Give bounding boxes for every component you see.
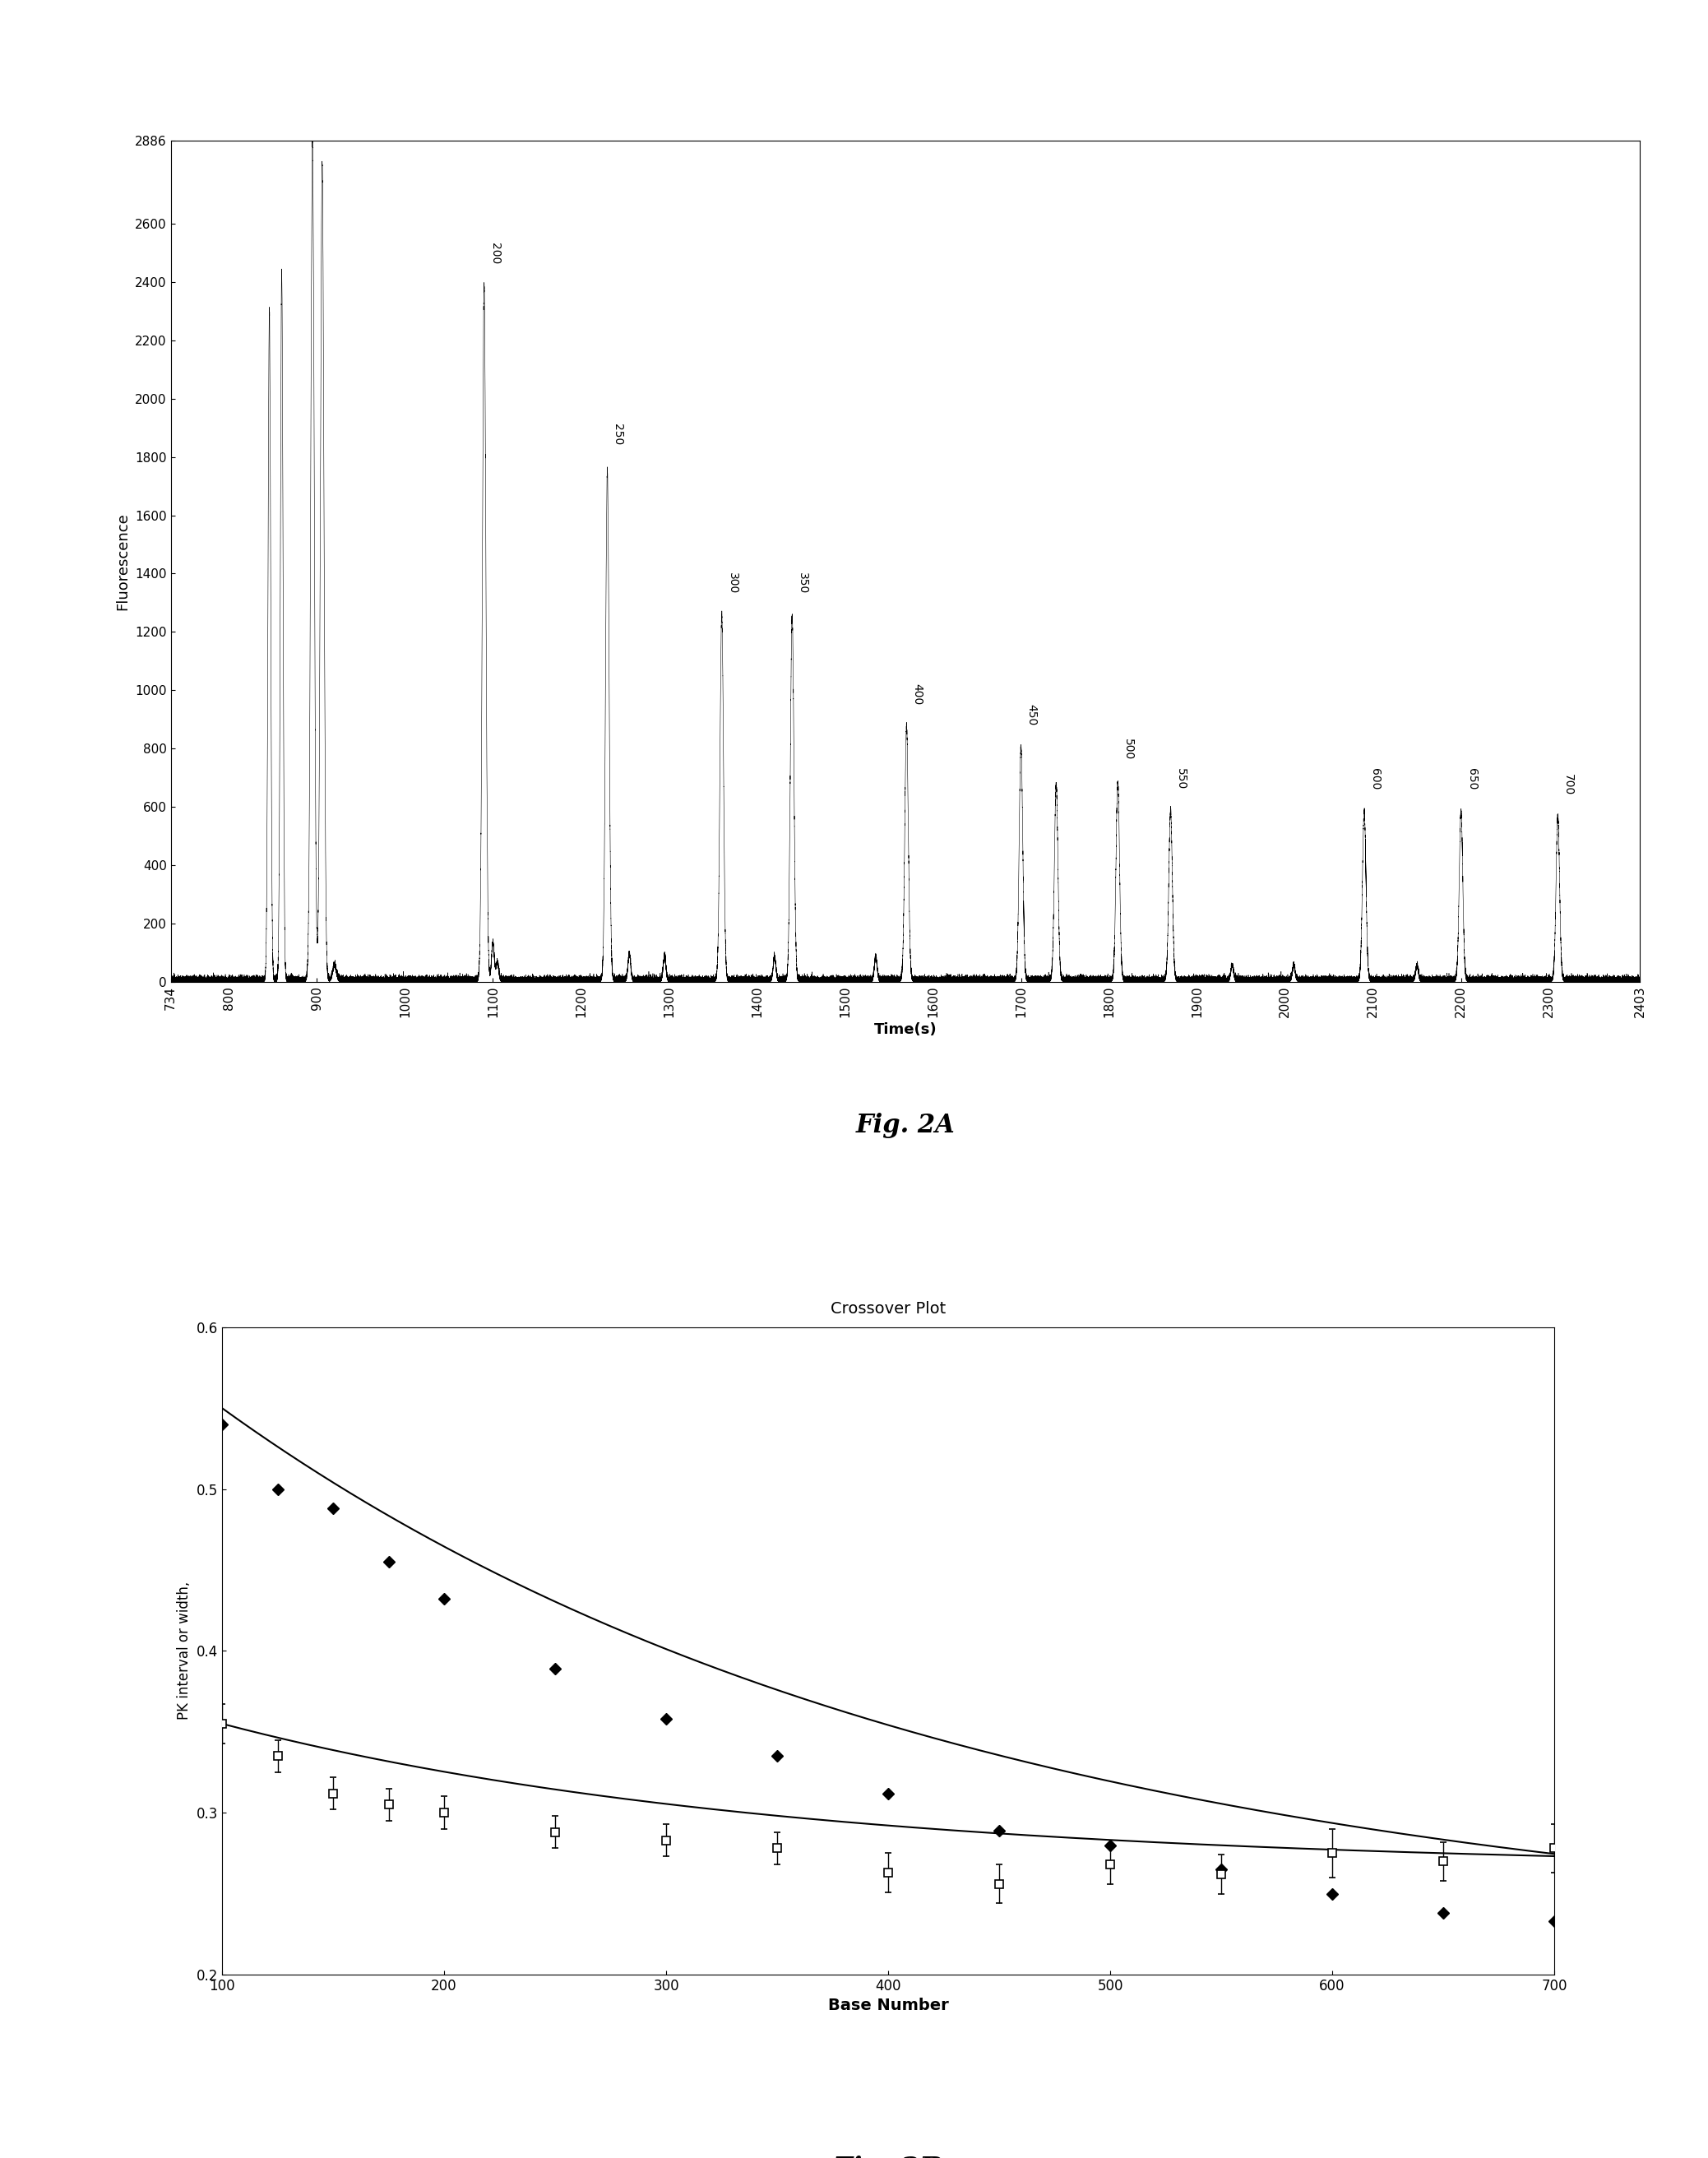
- Text: 350: 350: [798, 572, 808, 593]
- Title: Crossover Plot: Crossover Plot: [830, 1301, 946, 1316]
- Text: 500: 500: [1122, 738, 1134, 760]
- Text: 650: 650: [1465, 768, 1477, 790]
- Y-axis label: Fluorescence: Fluorescence: [116, 511, 130, 611]
- Text: 250: 250: [611, 423, 623, 445]
- Text: 300: 300: [726, 572, 738, 593]
- Text: 600: 600: [1370, 768, 1380, 790]
- Y-axis label: PK interval or width,: PK interval or width,: [178, 1582, 191, 1720]
- Text: 200: 200: [488, 244, 500, 265]
- X-axis label: Base Number: Base Number: [828, 1998, 948, 2013]
- Text: 450: 450: [1027, 704, 1037, 725]
- X-axis label: Time(s): Time(s): [874, 1023, 936, 1038]
- Text: Fig. 2B: Fig. 2B: [834, 2156, 943, 2158]
- Text: Fig. 2A: Fig. 2A: [856, 1111, 955, 1137]
- Text: 700: 700: [1563, 775, 1575, 796]
- Text: 400: 400: [912, 684, 922, 706]
- Text: 550: 550: [1175, 768, 1187, 790]
